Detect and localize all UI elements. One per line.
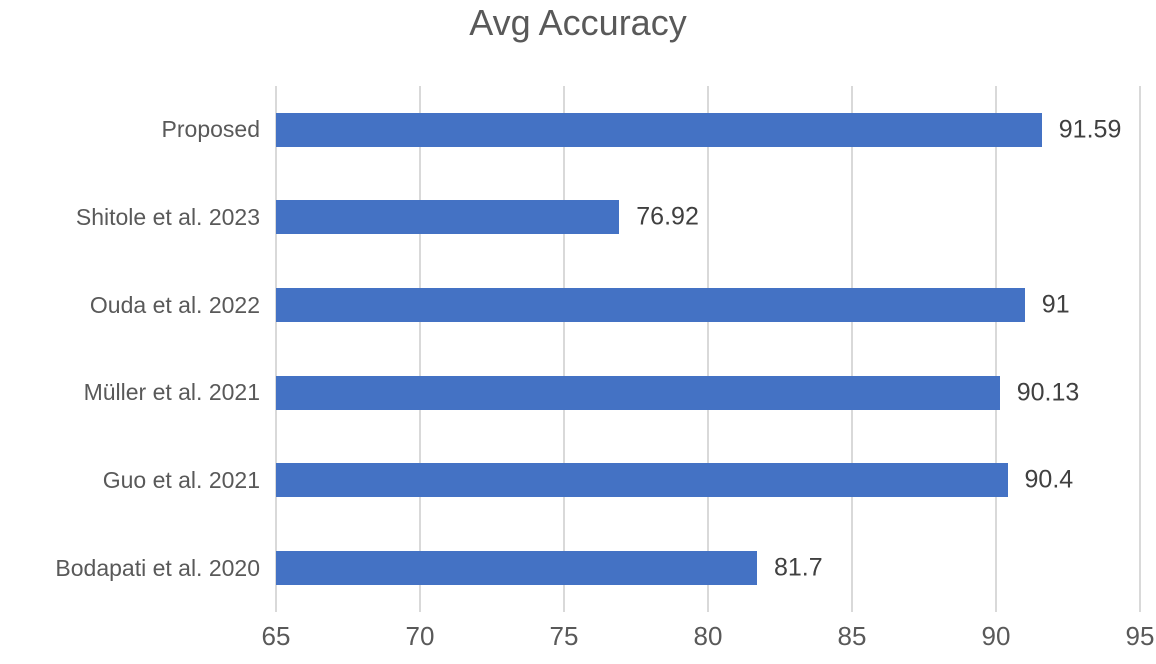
category-band: Ouda et al. 2022 [0, 261, 260, 349]
x-tick-label: 70 [405, 621, 435, 651]
category-band: Müller et al. 2021 [0, 349, 260, 437]
gridline [562, 86, 565, 612]
chart-title: Avg Accuracy [469, 2, 687, 43]
x-tick-label: 90 [981, 621, 1011, 651]
bar [276, 463, 1008, 498]
gridline [995, 86, 997, 612]
category-label: Bodapati et al. 2020 [55, 554, 260, 581]
value-label: 90.13 [1016, 378, 1080, 407]
bar-band: 90.4 [276, 437, 1140, 525]
value-label: 81.7 [773, 553, 823, 582]
bar [276, 112, 1042, 147]
bar [276, 551, 757, 586]
x-axis: 65 70 75 80 85 90 95 [262, 621, 1155, 655]
x-tick-label: 75 [549, 621, 579, 651]
bar-band: 91.59 [276, 86, 1140, 174]
value-label: 91 [1041, 290, 1070, 319]
bar [276, 375, 1000, 410]
x-tick-label: 95 [1125, 621, 1155, 651]
category-label: Guo et al. 2021 [102, 466, 260, 493]
gridline [1139, 86, 1141, 612]
category-band: Bodapati et al. 2020 [0, 524, 260, 612]
bar-band: 91 [276, 261, 1140, 349]
gridline [850, 86, 853, 612]
bar [276, 288, 1025, 323]
x-tick-label: 65 [261, 621, 291, 651]
bar [276, 200, 620, 235]
category-band: Guo et al. 2021 [0, 437, 260, 525]
value-label: 90.4 [1024, 465, 1074, 494]
gridline [275, 86, 277, 612]
category-label: Proposed [161, 116, 260, 143]
category-band: Shitole et al. 2023 [0, 174, 260, 262]
bar-band: 81.7 [276, 524, 1140, 612]
bar-band: 76.92 [276, 174, 1140, 262]
category-label: Shitole et al. 2023 [75, 203, 260, 230]
category-label: Müller et al. 2021 [83, 379, 260, 406]
bar-band: 90.13 [276, 349, 1140, 437]
plot-area: 91.59 76.92 91 90.13 90.4 81.7 [275, 86, 1141, 612]
gridline [707, 86, 709, 612]
value-label: 76.92 [636, 202, 699, 231]
x-tick-label: 85 [837, 621, 867, 651]
gridline [418, 86, 421, 612]
category-label: Ouda et al. 2022 [89, 291, 260, 318]
value-label: 91.59 [1058, 115, 1122, 144]
category-band: Proposed [0, 86, 260, 174]
category-axis: Proposed Shitole et al. 2023 Ouda et al. 2… [0, 86, 260, 612]
x-tick-label: 80 [693, 621, 723, 651]
